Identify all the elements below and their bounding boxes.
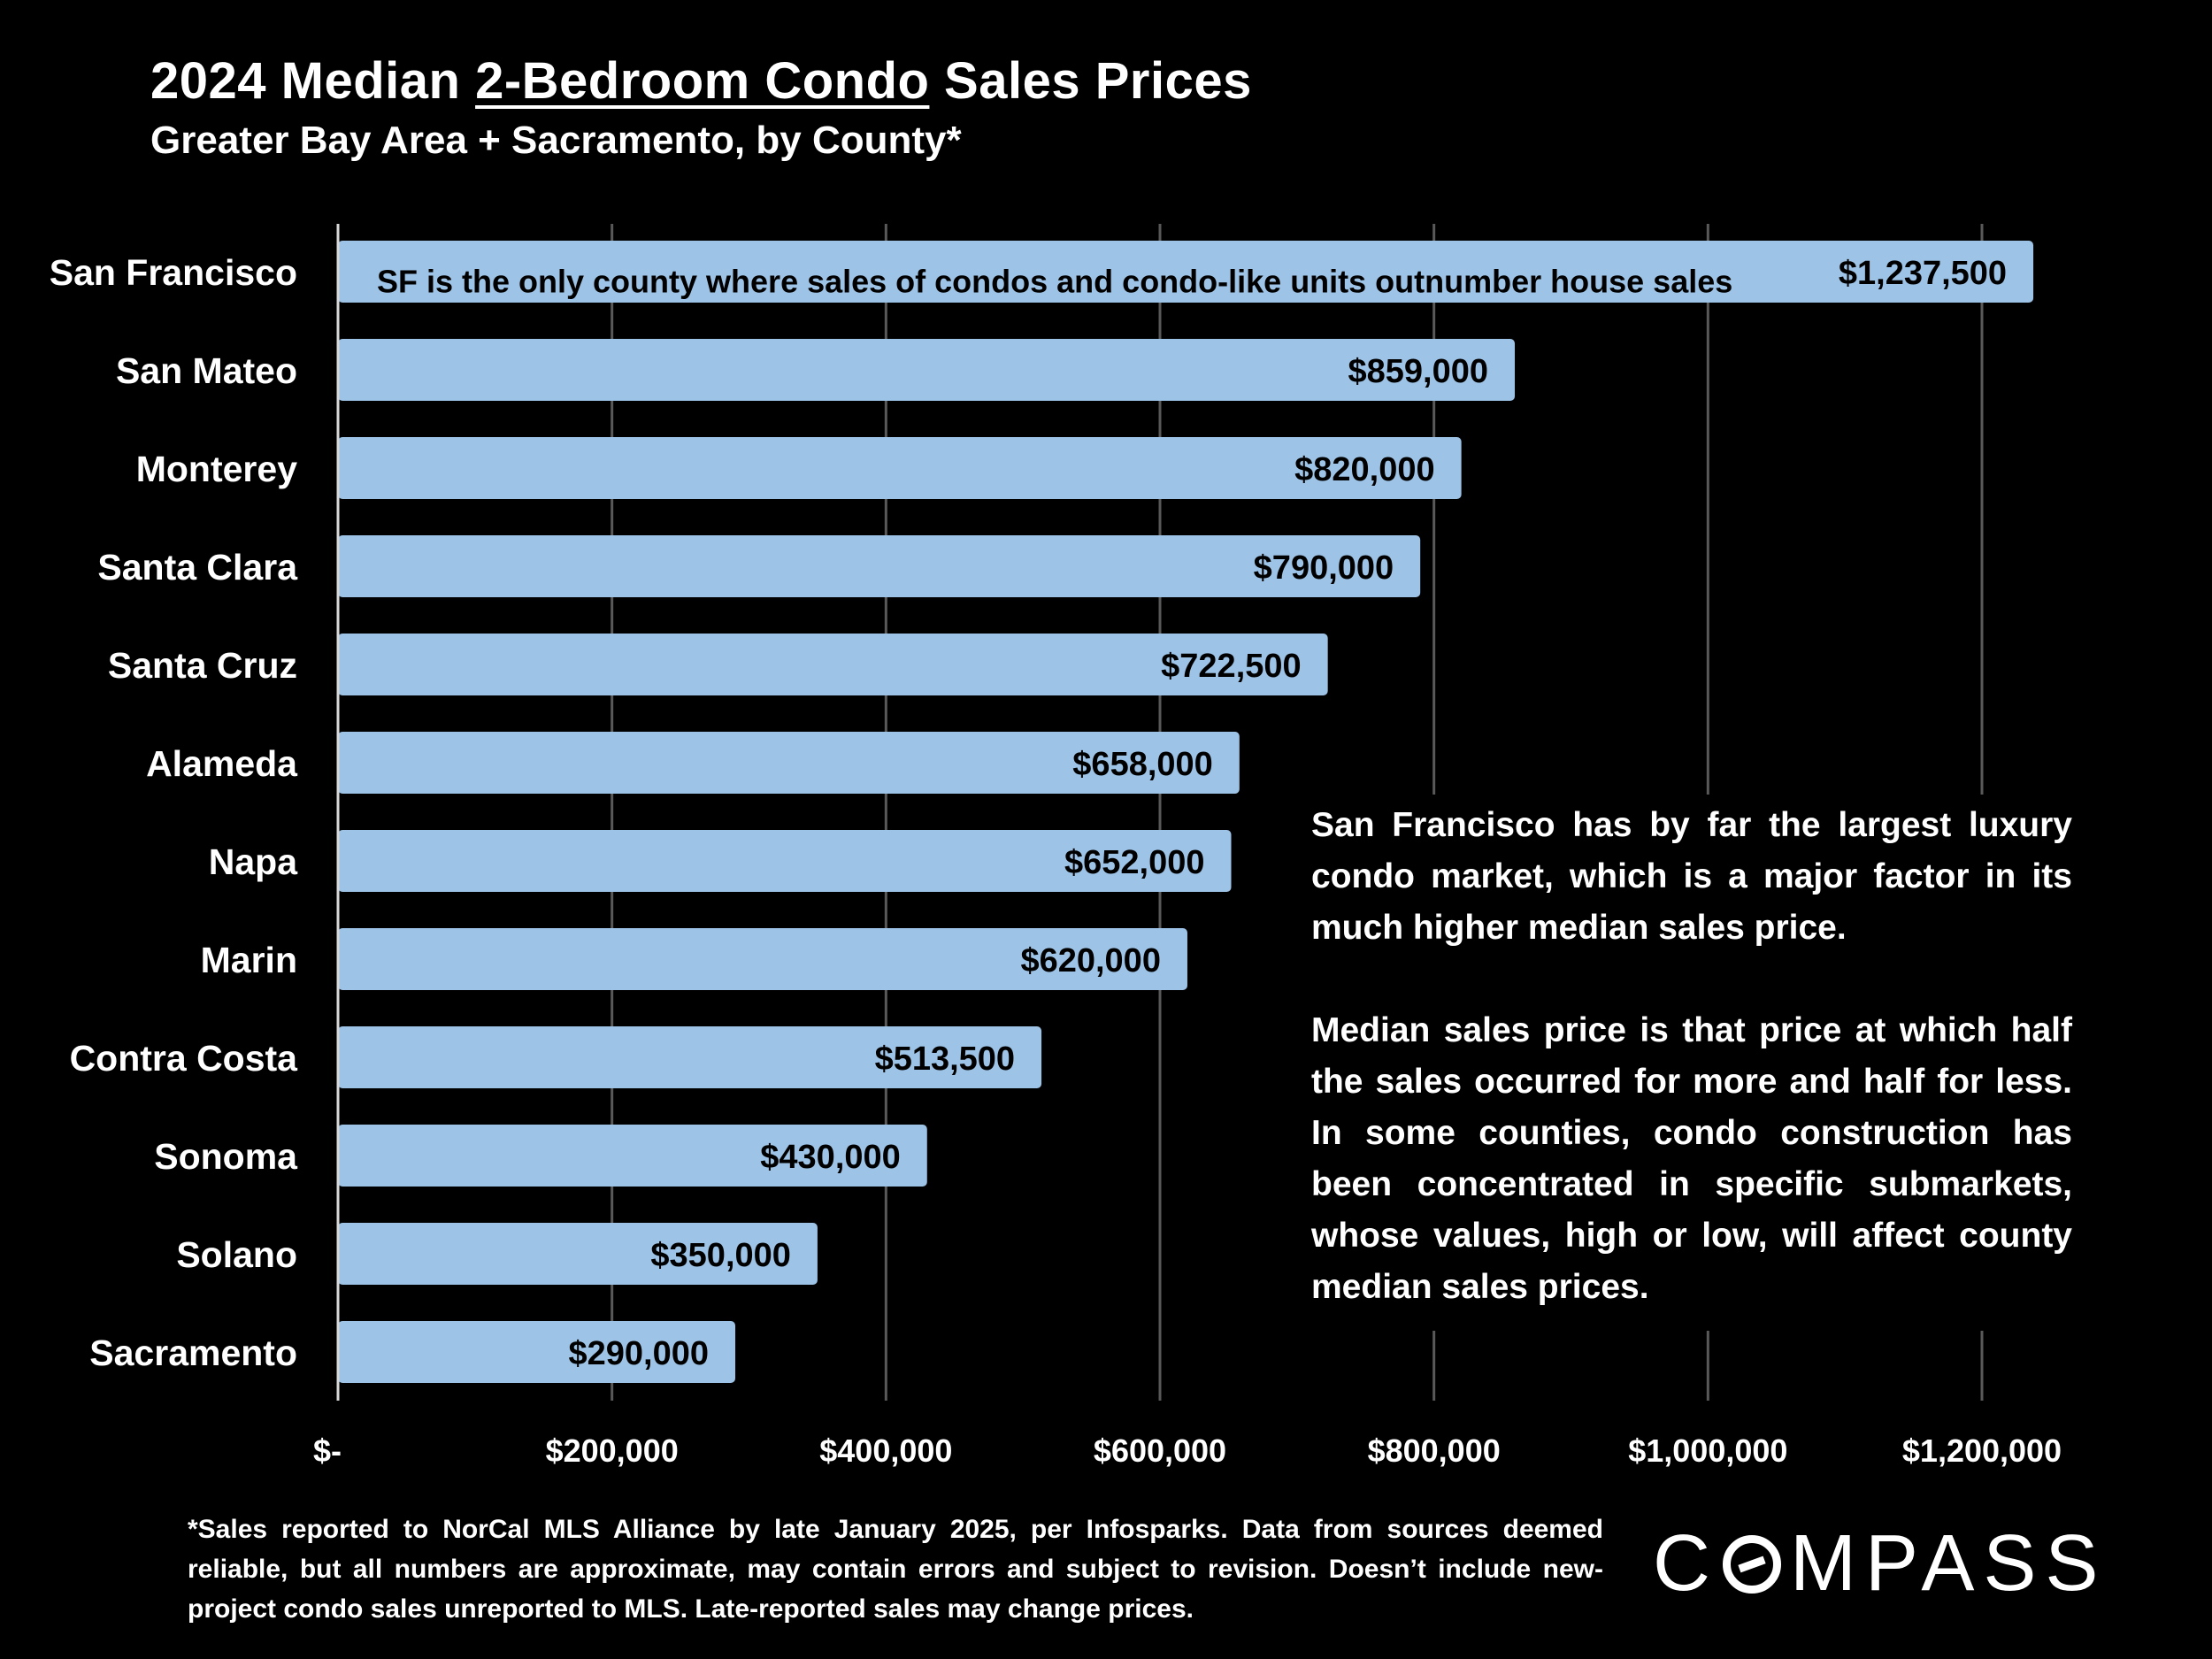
category-label: Sacramento (89, 1333, 297, 1373)
category-label: Sonoma (154, 1136, 298, 1177)
chart-subtitle: Greater Bay Area + Sacramento, by County… (150, 119, 962, 162)
category-label: Napa (209, 841, 298, 882)
compass-logo: C MPASS (1653, 1524, 2107, 1603)
category-label: Monterey (136, 449, 297, 489)
title-part2: Sales Prices (929, 52, 1252, 110)
bar (338, 928, 1187, 990)
category-label: Contra Costa (70, 1038, 299, 1079)
data-label: $513,500 (875, 1041, 1016, 1078)
data-label: $652,000 (1064, 844, 1205, 881)
bar (338, 830, 1232, 892)
callout-text: San Francisco has by far the largest lux… (1301, 795, 2083, 1331)
chart-title: 2024 Median 2-Bedroom Condo Sales Prices (150, 51, 1252, 111)
category-label: Santa Clara (97, 547, 298, 588)
bar (338, 1026, 1042, 1088)
category-label: Alameda (146, 743, 298, 784)
bar-annotation: SF is the only county where sales of con… (377, 264, 1732, 300)
data-label: $790,000 (1254, 549, 1394, 587)
data-label: $820,000 (1294, 451, 1435, 488)
axes: San Francisco San Mateo Monterey Santa Clar… (50, 224, 2062, 1469)
category-label: Solano (176, 1234, 297, 1275)
data-label: $290,000 (569, 1335, 710, 1372)
bars: $1,237,500 SF is the only county where sa… (338, 241, 2034, 1383)
bar (338, 634, 1328, 695)
data-label: $1,237,500 (1839, 255, 2007, 292)
logo-c: C (1653, 1519, 1719, 1608)
bar (338, 437, 1462, 499)
bar (338, 339, 1516, 401)
title-part1: 2024 Median (150, 52, 476, 110)
bar (338, 1223, 818, 1285)
title-underlined: 2-Bedroom Condo (475, 52, 930, 110)
x-tick-label: $1,200,000 (1902, 1432, 2062, 1469)
logo-mpass: MPASS (1790, 1519, 2108, 1608)
bar (338, 241, 2034, 303)
x-tick-label: $200,000 (546, 1432, 679, 1469)
category-label: San Francisco (50, 252, 297, 293)
data-label: $350,000 (650, 1237, 791, 1274)
x-tick-label: $600,000 (1094, 1432, 1226, 1469)
x-tick-label: $- (313, 1432, 342, 1469)
data-label: $620,000 (1020, 942, 1161, 979)
data-label: $430,000 (760, 1139, 901, 1176)
x-tick-label: $400,000 (819, 1432, 952, 1469)
footnote: *Sales reported to NorCal MLS Alliance b… (188, 1515, 1603, 1624)
bar (338, 1321, 736, 1383)
data-label: $658,000 (1072, 746, 1213, 783)
data-label: $859,000 (1348, 353, 1489, 390)
data-label: $722,500 (1161, 648, 1302, 685)
category-label: San Mateo (116, 350, 297, 391)
bar (338, 732, 1240, 794)
callout-paragraph-1: San Francisco has by far the largest lux… (1311, 806, 2072, 947)
category-label: Marin (201, 940, 297, 980)
category-label: Santa Cruz (108, 645, 297, 686)
bar (338, 535, 1421, 597)
bar (338, 1125, 927, 1187)
compass-o-icon (1723, 1535, 1781, 1594)
x-tick-label: $1,000,000 (1628, 1432, 1787, 1469)
callout-paragraph-2: Median sales price is that price at whic… (1311, 1011, 2072, 1306)
x-tick-label: $800,000 (1368, 1432, 1501, 1469)
